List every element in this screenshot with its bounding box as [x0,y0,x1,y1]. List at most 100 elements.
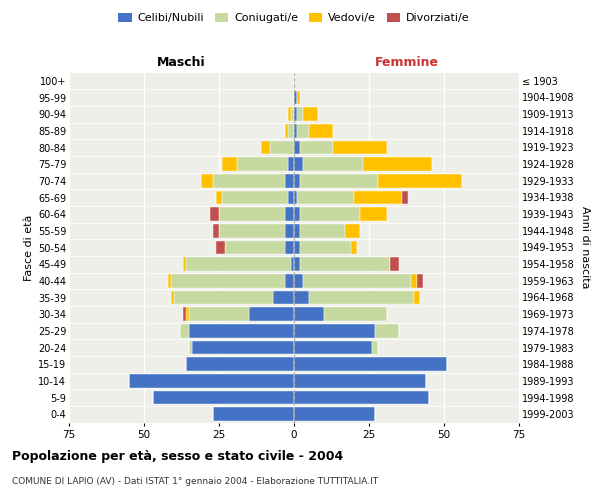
Bar [216,190,222,204]
Bar [213,408,294,421]
Bar [210,208,219,221]
Bar [297,108,303,121]
Text: COMUNE DI LAPIO (AV) - Dati ISTAT 1° gennaio 2004 - Elaborazione TUTTITALIA.IT: COMUNE DI LAPIO (AV) - Dati ISTAT 1° gen… [12,478,378,486]
Bar [363,158,432,171]
Bar [225,240,285,254]
Bar [273,290,294,304]
Bar [213,224,219,237]
Bar [303,158,363,171]
Bar [186,258,291,271]
Bar [411,274,417,287]
Y-axis label: Fasce di età: Fasce di età [23,214,34,280]
Bar [378,174,462,188]
Legend: Celibi/Nubili, Coniugati/e, Vedovi/e, Divorziati/e: Celibi/Nubili, Coniugati/e, Vedovi/e, Di… [114,8,474,28]
Bar [300,140,333,154]
Bar [219,224,285,237]
Bar [300,258,390,271]
Bar [297,190,354,204]
Bar [294,274,303,287]
Bar [285,224,294,237]
Bar [354,190,402,204]
Bar [285,174,294,188]
Bar [291,108,294,121]
Bar [294,190,297,204]
Bar [351,240,357,254]
Text: Popolazione per età, sesso e stato civile - 2004: Popolazione per età, sesso e stato civil… [12,450,343,463]
Bar [285,274,294,287]
Bar [174,290,273,304]
Bar [171,274,285,287]
Bar [288,108,291,121]
Bar [153,390,294,404]
Text: Femmine: Femmine [374,56,439,69]
Bar [249,308,294,321]
Text: Maschi: Maschi [157,56,206,69]
Bar [303,108,318,121]
Bar [270,140,294,154]
Bar [189,340,192,354]
Bar [294,340,372,354]
Bar [303,274,411,287]
Bar [294,140,300,154]
Bar [129,374,294,388]
Bar [294,90,297,104]
Bar [291,258,294,271]
Bar [417,274,423,287]
Bar [189,308,249,321]
Bar [201,174,213,188]
Bar [345,224,360,237]
Bar [180,324,189,338]
Bar [237,158,288,171]
Bar [333,140,387,154]
Bar [213,174,285,188]
Bar [294,124,297,138]
Bar [294,108,297,121]
Bar [294,208,300,221]
Bar [183,258,186,271]
Bar [294,158,303,171]
Bar [222,190,288,204]
Bar [402,190,408,204]
Bar [294,290,309,304]
Bar [300,174,378,188]
Bar [414,290,420,304]
Bar [294,408,375,421]
Bar [375,324,399,338]
Bar [324,308,387,321]
Bar [294,258,300,271]
Bar [294,308,324,321]
Bar [219,208,285,221]
Bar [309,290,414,304]
Bar [297,124,309,138]
Bar [294,374,426,388]
Y-axis label: Anni di nascita: Anni di nascita [580,206,590,288]
Bar [309,124,333,138]
Bar [261,140,270,154]
Bar [300,240,351,254]
Bar [300,208,360,221]
Bar [285,124,288,138]
Bar [183,308,186,321]
Bar [216,240,225,254]
Bar [294,390,429,404]
Bar [186,358,294,371]
Bar [294,174,300,188]
Bar [360,208,387,221]
Bar [222,158,237,171]
Bar [294,224,300,237]
Bar [285,208,294,221]
Bar [294,240,300,254]
Bar [372,340,378,354]
Bar [297,90,300,104]
Bar [288,124,294,138]
Bar [285,240,294,254]
Bar [192,340,294,354]
Bar [168,274,171,287]
Bar [189,324,294,338]
Bar [171,290,174,304]
Bar [288,190,294,204]
Bar [300,224,345,237]
Bar [186,308,189,321]
Bar [294,324,375,338]
Bar [294,358,447,371]
